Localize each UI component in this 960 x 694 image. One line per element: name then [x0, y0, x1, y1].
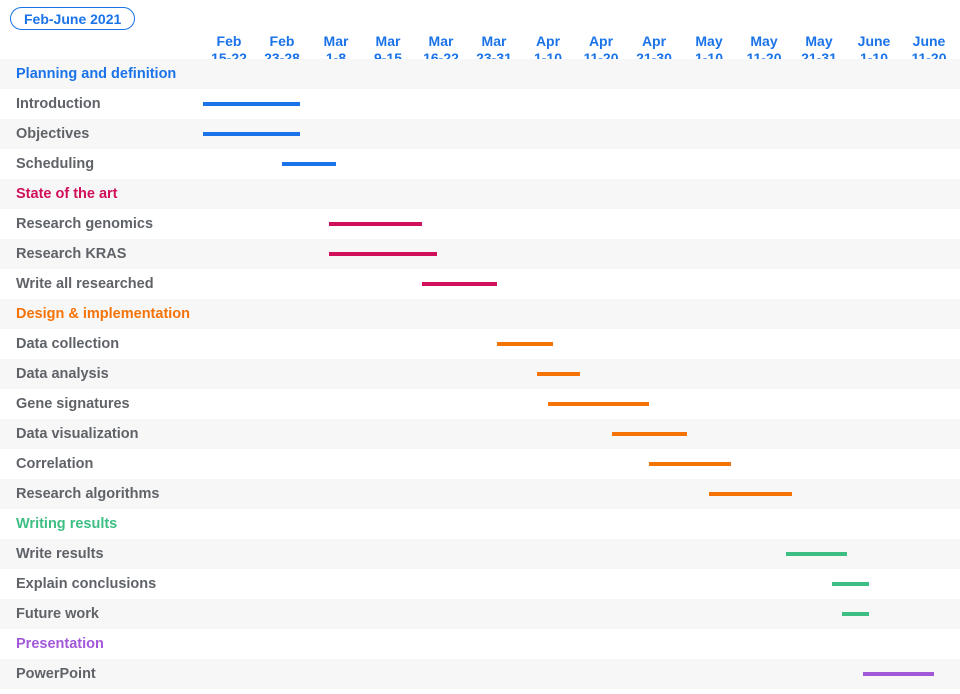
- task-label: Data visualization: [16, 426, 139, 442]
- task-bar[interactable]: [497, 342, 554, 346]
- column-month-label: June: [857, 33, 891, 49]
- column-month-label: May: [750, 33, 778, 49]
- column-month-label: Mar: [481, 33, 507, 49]
- task-label: Objectives: [16, 126, 90, 142]
- column-month-label: May: [805, 33, 833, 49]
- task-label: Data collection: [16, 336, 120, 352]
- column-month-label: Apr: [535, 33, 561, 49]
- task-bar[interactable]: [328, 252, 438, 256]
- task-label: Correlation: [16, 456, 94, 472]
- task-label: Scheduling: [16, 156, 95, 172]
- task-row[interactable]: Research genomics: [0, 209, 960, 239]
- group-row[interactable]: Writing results: [0, 509, 960, 539]
- task-row[interactable]: Research KRAS: [0, 239, 960, 269]
- task-label: PowerPoint: [16, 666, 96, 682]
- task-bar[interactable]: [537, 372, 580, 376]
- task-label: Data analysis: [16, 366, 109, 382]
- task-bar[interactable]: [611, 432, 687, 436]
- group-label: State of the art: [16, 186, 118, 202]
- task-row[interactable]: Introduction: [0, 89, 960, 119]
- group-row[interactable]: Planning and definition: [0, 59, 960, 89]
- column-month-label: June: [912, 33, 946, 49]
- column-month-label: Feb: [216, 33, 242, 49]
- task-row[interactable]: Data collection: [0, 329, 960, 359]
- group-row[interactable]: State of the art: [0, 179, 960, 209]
- task-row[interactable]: Objectives: [0, 119, 960, 149]
- task-label: Write all researched: [16, 276, 154, 292]
- task-row[interactable]: Future work: [0, 599, 960, 629]
- gantt-rows: Planning and definition Introduction Objec…: [0, 59, 960, 689]
- task-label: Introduction: [16, 96, 101, 112]
- task-label: Write results: [16, 546, 104, 562]
- task-row[interactable]: Data visualization: [0, 419, 960, 449]
- task-row[interactable]: Write all researched: [0, 269, 960, 299]
- task-bar[interactable]: [282, 162, 336, 166]
- chart-title[interactable]: Feb-June 2021: [10, 7, 136, 30]
- task-row[interactable]: Write results: [0, 539, 960, 569]
- task-bar[interactable]: [709, 492, 792, 496]
- task-label: Explain conclusions: [16, 576, 157, 592]
- task-row[interactable]: Correlation: [0, 449, 960, 479]
- task-bar[interactable]: [328, 222, 423, 226]
- task-row[interactable]: Explain conclusions: [0, 569, 960, 599]
- task-bar[interactable]: [649, 462, 731, 466]
- task-row[interactable]: PowerPoint: [0, 659, 960, 689]
- task-row[interactable]: Gene signatures: [0, 389, 960, 419]
- column-month-label: Feb: [269, 33, 295, 49]
- task-bar[interactable]: [203, 102, 301, 106]
- column-month-label: Mar: [375, 33, 401, 49]
- group-label: Design & implementation: [16, 306, 191, 322]
- task-label: Research algorithms: [16, 486, 160, 502]
- group-row[interactable]: Design & implementation: [0, 299, 960, 329]
- task-row[interactable]: Research algorithms: [0, 479, 960, 509]
- task-label: Research genomics: [16, 216, 154, 232]
- task-bar[interactable]: [203, 132, 301, 136]
- column-month-label: May: [695, 33, 723, 49]
- task-bar[interactable]: [863, 672, 935, 676]
- task-row[interactable]: Data analysis: [0, 359, 960, 389]
- task-bar[interactable]: [786, 552, 847, 556]
- group-label: Writing results: [16, 516, 118, 532]
- task-bar[interactable]: [831, 582, 869, 586]
- task-label: Research KRAS: [16, 246, 127, 262]
- group-row[interactable]: Presentation: [0, 629, 960, 659]
- task-label: Gene signatures: [16, 396, 130, 412]
- task-bar[interactable]: [422, 282, 498, 286]
- group-label: Presentation: [16, 636, 104, 652]
- task-row[interactable]: Scheduling: [0, 149, 960, 179]
- task-bar[interactable]: [841, 612, 869, 616]
- column-month-label: Apr: [641, 33, 667, 49]
- column-month-label: Apr: [588, 33, 614, 49]
- task-label: Future work: [16, 606, 99, 622]
- group-label: Planning and definition: [16, 66, 177, 82]
- column-month-label: Mar: [323, 33, 349, 49]
- column-month-label: Mar: [428, 33, 454, 49]
- task-bar[interactable]: [547, 402, 650, 406]
